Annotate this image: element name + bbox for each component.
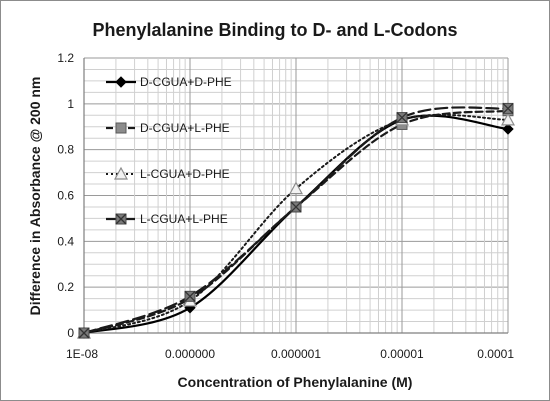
x-axis-title: Concentration of Phenylalanine (M) [178,374,413,390]
legend-label-2: D-CGUA+L-PHE [140,121,230,135]
y-tick-label: 0 [67,326,74,340]
y-axis-title: Difference in Absorbance @ 200 nm [27,77,43,316]
data-point-4 [184,290,196,302]
marker-cross [290,201,302,213]
chart-title: Phenylalanine Binding to D- and L-Codons [93,20,458,40]
legend-label-1: D-CGUA+D-PHE [140,75,232,89]
y-tick-label: 1 [67,97,74,111]
marker-cross [78,327,90,339]
y-tick-label: 0.6 [57,189,74,203]
grid-lines [83,57,509,334]
marker-cross [396,112,408,124]
data-point-3 [500,112,516,126]
legend-marker-3 [113,166,129,180]
legend-label-4: L-CGUA+L-PHE [140,212,228,226]
marker-cross [115,213,127,225]
legend-label-3: L-CGUA+D-PHE [140,167,230,181]
data-point-4 [502,102,514,114]
x-tick-label: 0.000001 [271,347,321,361]
y-tick-label: 1.2 [57,51,74,65]
legend-marker-1 [115,76,127,88]
y-tick-label: 0.8 [57,143,74,157]
data-point-4 [78,327,90,339]
marker-cross [184,290,196,302]
legend-marker-4 [115,213,127,225]
y-tick-label: 0.2 [57,280,74,294]
x-tick-label: 0.0001 [477,347,514,361]
data-point-4 [290,201,302,213]
data-point-4 [396,112,408,124]
x-tick-label: 1E-08 [66,347,98,361]
marker-cross [502,102,514,114]
data-point-3 [288,181,304,195]
data-markers [76,102,516,339]
y-tick-label: 0.4 [57,234,74,248]
data-point-1 [502,123,514,135]
series-line-4 [82,106,510,335]
legend-marker-2 [115,122,127,134]
x-tick-label: 0.00001 [380,347,424,361]
legend: D-CGUA+D-PHE D-CGUA+L-PHE L-CGUA+D-PHE L-CG… [106,75,232,226]
x-tick-label: 0.000000 [165,347,215,361]
tick-labels: 0 0.2 0.4 0.6 0.8 1 1.2 1E-08 0.000000 0.000001 0.… [57,51,514,361]
